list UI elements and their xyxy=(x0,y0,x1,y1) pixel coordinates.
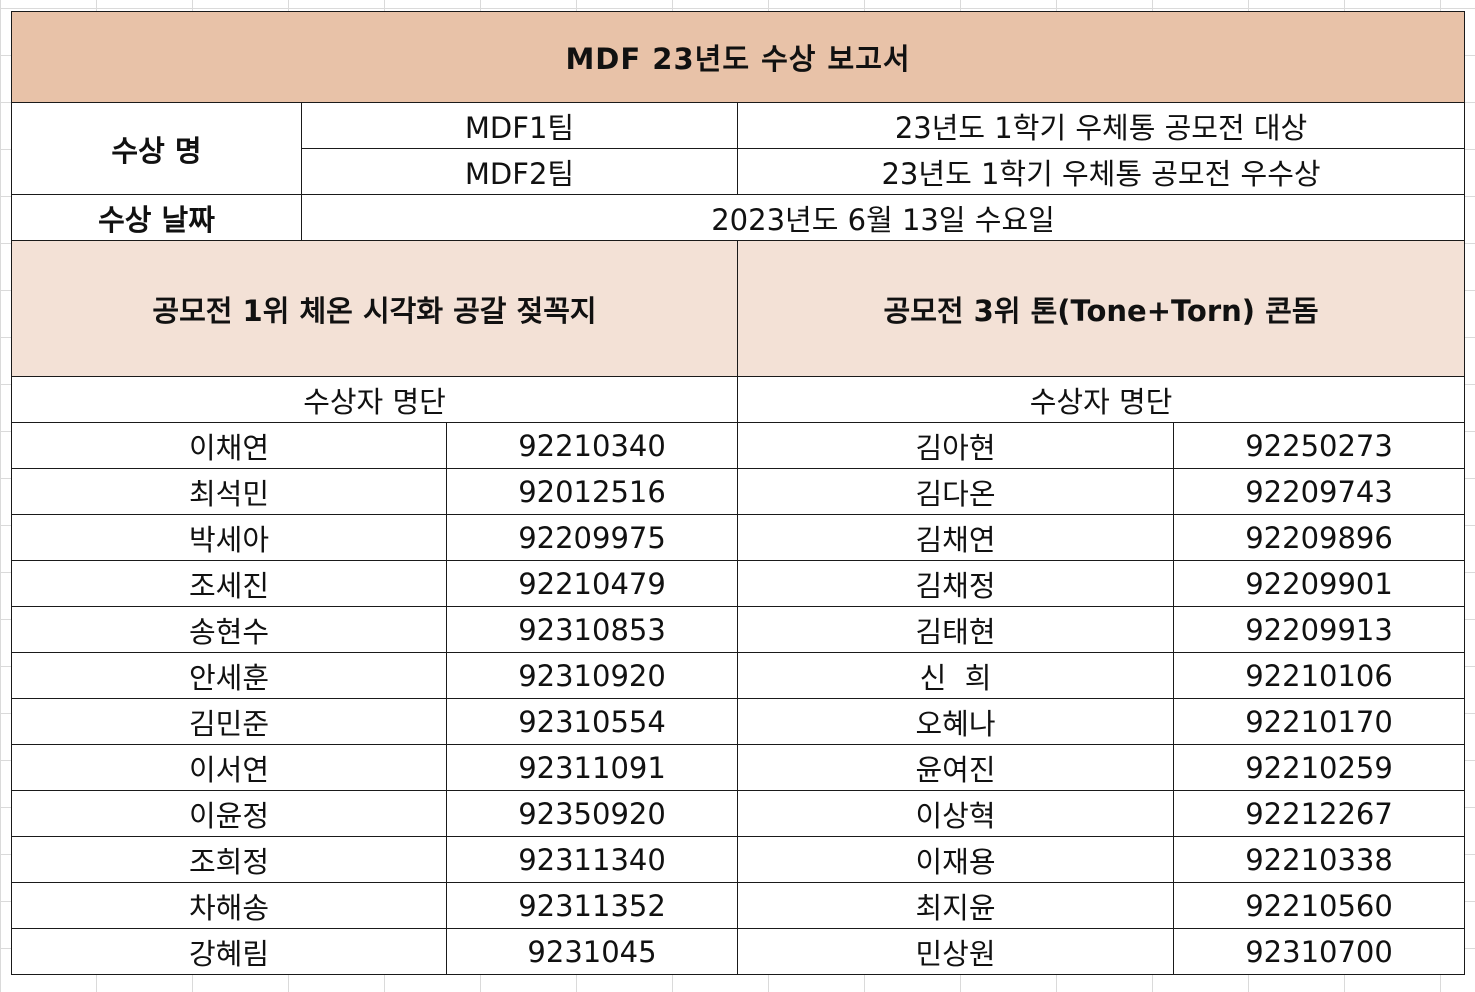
right-id-cell[interactable]: 92210560 xyxy=(1172,882,1466,929)
roster-row: 조세진 92210479 김채정 92209901 xyxy=(11,560,1466,607)
right-name-cell[interactable]: 김아현 xyxy=(737,422,1174,469)
date-row: 수상 날짜 2023년도 6월 13일 수요일 xyxy=(11,194,1466,241)
left-name-cell[interactable]: 김민준 xyxy=(11,698,447,745)
right-id-cell[interactable]: 92209743 xyxy=(1172,468,1466,515)
team-name-cell[interactable]: MDF2팀 xyxy=(301,148,738,195)
award-label-cell[interactable]: 수상 명 xyxy=(11,102,302,195)
right-id-cell[interactable]: 92210259 xyxy=(1172,744,1466,791)
left-name-cell[interactable]: 최석민 xyxy=(11,468,447,515)
right-id-cell[interactable]: 92210106 xyxy=(1172,652,1466,699)
roster-row: 이윤정 92350920 이상혁 92212267 xyxy=(11,790,1466,837)
roster-row: 이채연 92210340 김아현 92250273 xyxy=(11,422,1466,469)
award-row-1: 수상 명 MDF1팀 23년도 1학기 우체통 공모전 대상 xyxy=(11,102,1466,195)
right-id-cell[interactable]: 92209913 xyxy=(1172,606,1466,653)
left-name-cell[interactable]: 조세진 xyxy=(11,560,447,607)
roster-row: 최석민 92012516 김다온 92209743 xyxy=(11,468,1466,515)
left-name-cell[interactable]: 이채연 xyxy=(11,422,447,469)
roster-row: 박세아 92209975 김채연 92209896 xyxy=(11,514,1466,561)
left-name-cell[interactable]: 안세훈 xyxy=(11,652,447,699)
award-name-cell[interactable]: 23년도 1학기 우체통 공모전 우수상 xyxy=(736,148,1466,195)
left-section-title[interactable]: 공모전 1위 체온 시각화 공갈 젖꼭지 xyxy=(11,240,738,377)
left-id-cell[interactable]: 92310853 xyxy=(446,606,738,653)
right-id-cell[interactable]: 92250273 xyxy=(1172,422,1466,469)
right-id-cell[interactable]: 92209896 xyxy=(1172,514,1466,561)
right-section-title[interactable]: 공모전 3위 톤(Tone+Torn) 콘돔 xyxy=(736,240,1466,377)
award-row-2: MDF2팀 23년도 1학기 우체통 공모전 우수상 xyxy=(12,148,1466,195)
left-id-cell[interactable]: 92210479 xyxy=(446,560,738,607)
right-name-cell[interactable]: 윤여진 xyxy=(737,744,1174,791)
left-name-cell[interactable]: 송현수 xyxy=(11,606,447,653)
left-id-cell[interactable]: 92311091 xyxy=(446,744,738,791)
right-name-cell[interactable]: 최지윤 xyxy=(737,882,1174,929)
roster-row: 차해송 92311352 최지윤 92210560 xyxy=(11,882,1466,929)
left-name-cell[interactable]: 박세아 xyxy=(11,514,447,561)
roster-label-row: 수상자 명단 수상자 명단 xyxy=(11,376,1466,423)
right-roster-label[interactable]: 수상자 명단 xyxy=(736,376,1466,423)
right-name-cell[interactable]: 신 희 xyxy=(737,652,1174,699)
team-name-cell[interactable]: MDF1팀 xyxy=(301,102,738,149)
left-name-cell[interactable]: 이서연 xyxy=(11,744,447,791)
right-name-cell[interactable]: 이재용 xyxy=(737,836,1174,883)
roster-row: 강혜림 9231045 민상원 92310700 xyxy=(11,928,1466,975)
right-id-cell[interactable]: 92210338 xyxy=(1172,836,1466,883)
roster-row: 이서연 92311091 윤여진 92210259 xyxy=(11,744,1466,791)
left-name-cell[interactable]: 강혜림 xyxy=(11,928,447,975)
left-id-cell[interactable]: 92209975 xyxy=(446,514,738,561)
right-id-cell[interactable]: 92210170 xyxy=(1172,698,1466,745)
left-id-cell[interactable]: 92012516 xyxy=(446,468,738,515)
left-id-cell[interactable]: 92350920 xyxy=(446,790,738,837)
right-name-cell[interactable]: 김채정 xyxy=(737,560,1174,607)
left-name-cell[interactable]: 이윤정 xyxy=(11,790,447,837)
right-name-cell[interactable]: 김다온 xyxy=(737,468,1174,515)
right-name-cell[interactable]: 김태현 xyxy=(737,606,1174,653)
section-title-row: 공모전 1위 체온 시각화 공갈 젖꼭지 공모전 3위 톤(Tone+Torn)… xyxy=(11,240,1466,377)
report-title[interactable]: MDF 23년도 수상 보고서 xyxy=(10,11,1466,103)
left-name-cell[interactable]: 조희정 xyxy=(11,836,447,883)
left-id-cell[interactable]: 92311340 xyxy=(446,836,738,883)
roster-row: 송현수 92310853 김태현 92209913 xyxy=(11,606,1466,653)
award-name-cell[interactable]: 23년도 1학기 우체통 공모전 대상 xyxy=(736,102,1466,149)
right-name-cell[interactable]: 김채연 xyxy=(737,514,1174,561)
date-value-cell[interactable]: 2023년도 6월 13일 수요일 xyxy=(300,194,1466,241)
right-name-cell[interactable]: 오혜나 xyxy=(737,698,1174,745)
left-name-cell[interactable]: 차해송 xyxy=(11,882,447,929)
right-name-cell[interactable]: 민상원 xyxy=(737,928,1174,975)
left-roster-label[interactable]: 수상자 명단 xyxy=(11,376,738,423)
right-name-cell[interactable]: 이상혁 xyxy=(737,790,1174,837)
right-id-cell[interactable]: 92212267 xyxy=(1172,790,1466,837)
right-id-cell[interactable]: 92209901 xyxy=(1172,560,1466,607)
left-id-cell[interactable]: 92310920 xyxy=(446,652,738,699)
left-id-cell[interactable]: 92310554 xyxy=(446,698,738,745)
title-row: MDF 23년도 수상 보고서 xyxy=(10,11,1466,103)
left-id-cell[interactable]: 92311352 xyxy=(446,882,738,929)
roster-row: 조희정 92311340 이재용 92210338 xyxy=(11,836,1466,883)
roster-row: 안세훈 92310920 신 희 92210106 xyxy=(11,652,1466,699)
award-report-table: MDF 23년도 수상 보고서 수상 명 MDF1팀 23년도 1학기 우체통 … xyxy=(10,11,1466,975)
left-id-cell[interactable]: 92210340 xyxy=(446,422,738,469)
right-id-cell[interactable]: 92310700 xyxy=(1172,928,1466,975)
roster-row: 김민준 92310554 오혜나 92210170 xyxy=(11,698,1466,745)
left-id-cell[interactable]: 9231045 xyxy=(446,928,738,975)
date-label-cell[interactable]: 수상 날짜 xyxy=(11,194,302,241)
